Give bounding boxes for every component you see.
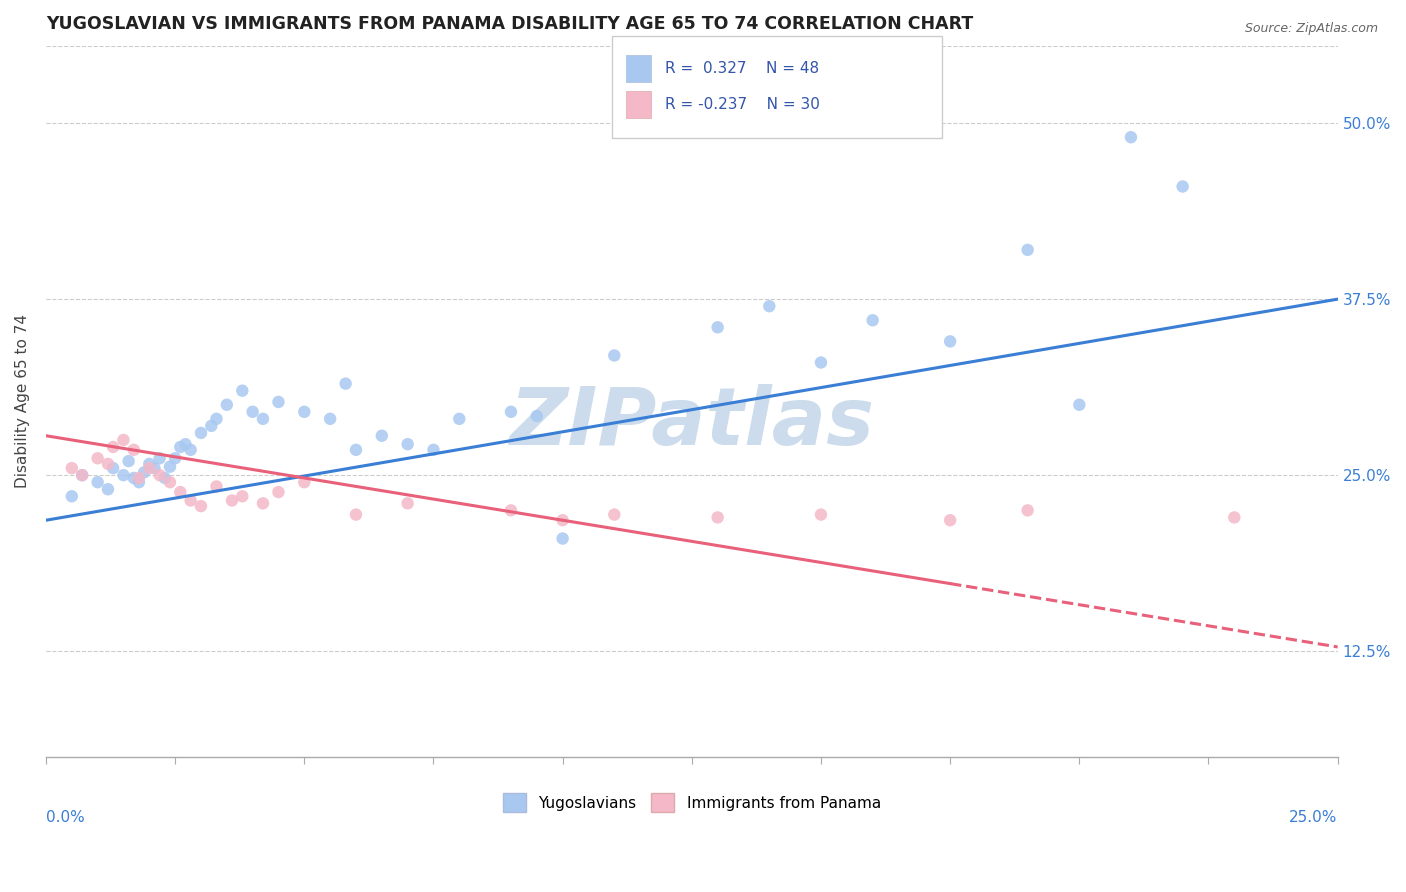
Point — [122, 471, 145, 485]
Point — [117, 454, 139, 468]
Point — [1119, 130, 1142, 145]
Point — [551, 513, 574, 527]
Point — [159, 459, 181, 474]
Point — [169, 485, 191, 500]
Point — [180, 442, 202, 457]
Point — [205, 412, 228, 426]
Point — [252, 412, 274, 426]
Point — [526, 409, 548, 423]
Legend: Yugoslavians, Immigrants from Panama: Yugoslavians, Immigrants from Panama — [498, 789, 886, 817]
Point — [267, 395, 290, 409]
Point — [1069, 398, 1091, 412]
Point — [112, 433, 135, 447]
Point — [169, 440, 191, 454]
Point — [174, 437, 197, 451]
Point — [603, 508, 626, 522]
Point — [231, 384, 253, 398]
Point — [344, 508, 367, 522]
Point — [159, 475, 181, 490]
Point — [143, 461, 166, 475]
Point — [1017, 503, 1039, 517]
Point — [1223, 510, 1246, 524]
Point — [128, 475, 150, 490]
Point — [86, 451, 108, 466]
Point — [758, 299, 780, 313]
Point — [939, 334, 962, 349]
Point — [252, 496, 274, 510]
Text: R =  0.327    N = 48: R = 0.327 N = 48 — [665, 62, 820, 76]
Point — [810, 508, 832, 522]
Text: Source: ZipAtlas.com: Source: ZipAtlas.com — [1244, 22, 1378, 36]
Point — [70, 468, 93, 483]
Point — [149, 451, 172, 466]
Text: 0.0%: 0.0% — [46, 810, 84, 825]
Point — [499, 405, 522, 419]
Point — [153, 471, 176, 485]
Point — [138, 461, 160, 475]
Point — [706, 320, 728, 334]
Text: 25.0%: 25.0% — [1289, 810, 1337, 825]
Point — [267, 485, 290, 500]
Point — [551, 532, 574, 546]
Point — [122, 442, 145, 457]
Point — [449, 412, 471, 426]
Point — [706, 510, 728, 524]
Point — [190, 425, 212, 440]
Point — [371, 428, 394, 442]
Point — [101, 461, 124, 475]
Text: YUGOSLAVIAN VS IMMIGRANTS FROM PANAMA DISABILITY AGE 65 TO 74 CORRELATION CHART: YUGOSLAVIAN VS IMMIGRANTS FROM PANAMA DI… — [46, 15, 973, 33]
Point — [939, 513, 962, 527]
Point — [149, 468, 172, 483]
Point — [205, 479, 228, 493]
Y-axis label: Disability Age 65 to 74: Disability Age 65 to 74 — [15, 314, 30, 488]
Point — [292, 475, 315, 490]
Point — [60, 461, 83, 475]
Text: ZIPatlas: ZIPatlas — [509, 384, 875, 461]
Point — [86, 475, 108, 490]
Point — [128, 471, 150, 485]
Point — [1171, 179, 1194, 194]
Point — [190, 499, 212, 513]
Point — [292, 405, 315, 419]
Point — [499, 503, 522, 517]
Point — [335, 376, 357, 391]
Point — [165, 451, 187, 466]
Point — [1017, 243, 1039, 257]
Point — [396, 496, 419, 510]
Point — [97, 482, 120, 496]
Point — [319, 412, 342, 426]
Point — [242, 405, 264, 419]
Point — [138, 457, 160, 471]
Point — [810, 355, 832, 369]
Point — [422, 442, 444, 457]
Point — [180, 493, 202, 508]
Point — [862, 313, 884, 327]
Point — [101, 440, 124, 454]
Point — [215, 398, 238, 412]
Point — [70, 468, 93, 483]
Point — [134, 466, 156, 480]
Point — [221, 493, 243, 508]
Point — [344, 442, 367, 457]
Point — [112, 468, 135, 483]
Point — [396, 437, 419, 451]
Point — [200, 418, 222, 433]
Point — [231, 489, 253, 503]
Text: R = -0.237    N = 30: R = -0.237 N = 30 — [665, 97, 820, 112]
Point — [97, 457, 120, 471]
Point — [60, 489, 83, 503]
Point — [603, 349, 626, 363]
